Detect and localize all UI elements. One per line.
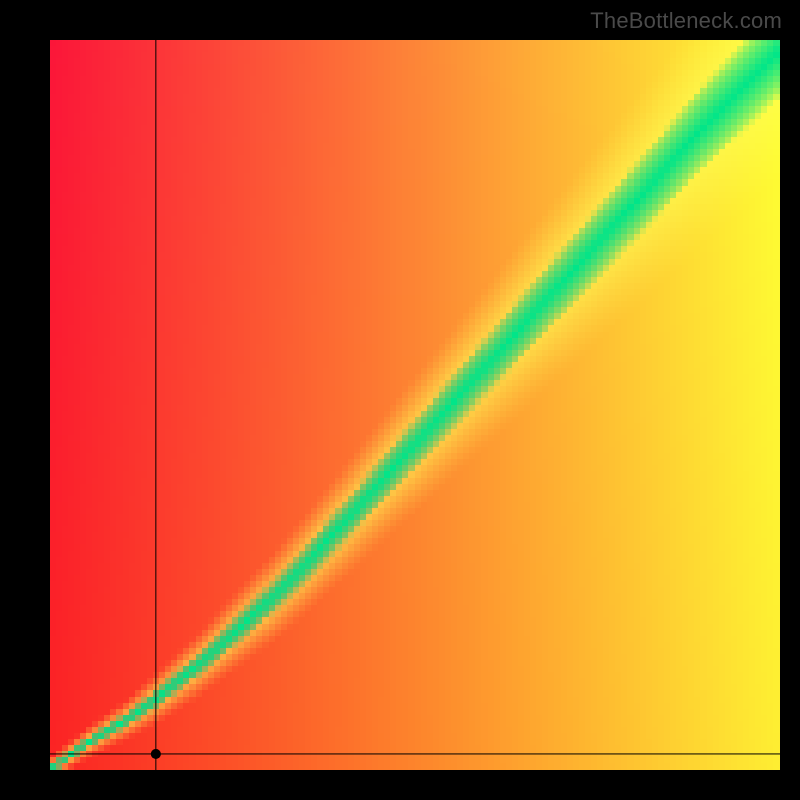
chart-container: { "watermark": { "text": "TheBottleneck.… — [0, 0, 800, 800]
bottleneck-heatmap — [50, 40, 780, 770]
watermark-text: TheBottleneck.com — [590, 8, 782, 34]
